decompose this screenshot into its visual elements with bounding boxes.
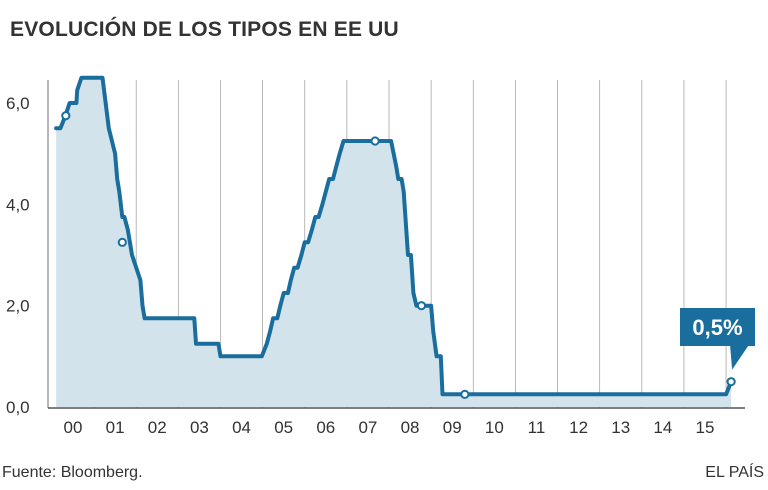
- y-tick-label: 2,0: [6, 297, 30, 316]
- y-tick-label: 6,0: [6, 94, 30, 113]
- callout-label: 0,5%: [692, 315, 742, 340]
- area-layer: [54, 75, 734, 407]
- y-tick-label: 0,0: [6, 398, 30, 417]
- x-tick-label: 11: [528, 418, 546, 437]
- highlight-point: [370, 136, 380, 146]
- x-tick-label: 15: [696, 418, 715, 437]
- x-tick-label: 07: [358, 418, 377, 437]
- source-text: Fuente: Bloomberg.: [2, 464, 143, 481]
- highlight-point: [726, 377, 736, 387]
- x-tick-label: 04: [232, 418, 251, 437]
- callout-layer: 0,5%: [680, 308, 755, 370]
- x-tick-label: 13: [611, 418, 630, 437]
- chart-title: EVOLUCIÓN DE LOS TIPOS EN EE UU: [10, 18, 399, 41]
- brand-text: EL PAÍS: [705, 464, 764, 481]
- x-tick-label: 00: [64, 418, 83, 437]
- x-tick-label: 09: [443, 418, 462, 437]
- axis-layer: [47, 80, 745, 409]
- x-tick-label: 14: [653, 418, 672, 437]
- x-tick-label: 05: [274, 418, 293, 437]
- value-callout: [680, 308, 755, 370]
- grid-layer: [93, 80, 727, 408]
- highlight-point: [117, 237, 127, 247]
- x-tick-label: 02: [148, 418, 167, 437]
- y-tick-label: 4,0: [6, 195, 30, 214]
- highlight-point: [61, 111, 71, 121]
- points-layer: [61, 111, 736, 399]
- x-tick-label: 01: [106, 418, 125, 437]
- series-line: [54, 75, 734, 397]
- x-tick-label: 10: [485, 418, 504, 437]
- x-tick-label: 08: [401, 418, 420, 437]
- highlight-point: [416, 301, 427, 311]
- x-tick-label: 06: [316, 418, 335, 437]
- highlight-point: [460, 389, 470, 399]
- label-layer: 0,0 2,0 4,0 6,0 00 01 02 03 04 05 06 07 08 09 10 11 12 13…: [6, 94, 714, 437]
- x-tick-label: 12: [569, 418, 588, 437]
- series-area: [56, 77, 732, 407]
- x-tick-label: 03: [190, 418, 209, 437]
